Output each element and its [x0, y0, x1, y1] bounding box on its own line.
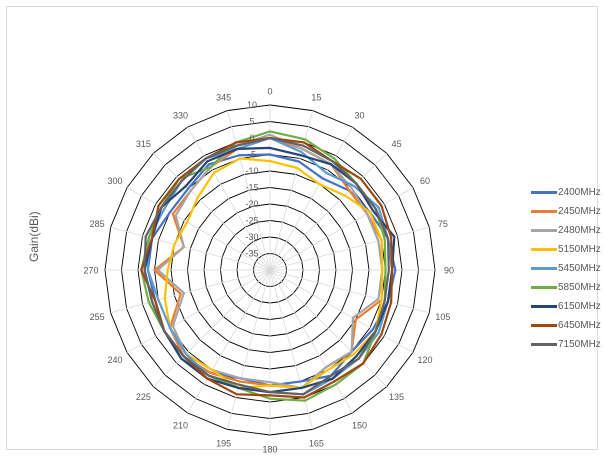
legend-swatch — [531, 248, 557, 251]
chart-frame — [6, 6, 598, 450]
radial-tick-label: -10 — [245, 166, 258, 176]
legend-swatch — [531, 305, 557, 308]
spoke-line — [269, 269, 353, 414]
legend-swatch — [531, 267, 557, 270]
radial-tick-label: -25 — [245, 216, 258, 226]
spoke-line — [126, 187, 271, 271]
legend-item: 5150MHz — [531, 240, 601, 259]
legend-label: 2480MHz — [558, 225, 601, 236]
legend-item: 2480MHz — [531, 221, 601, 240]
spoke-line — [269, 269, 387, 387]
legend-swatch — [531, 229, 557, 232]
series-line-5150MHz — [163, 157, 384, 390]
legend-item: 5850MHz — [531, 278, 601, 297]
angle-label: 120 — [418, 355, 433, 365]
legend-label: 6150MHz — [558, 301, 601, 312]
angle-label: 135 — [389, 392, 404, 402]
legend-label: 2450MHz — [558, 206, 601, 217]
spoke-line — [110, 226, 271, 271]
legend-label: 5150MHz — [558, 244, 601, 255]
legend-swatch — [531, 343, 557, 346]
spoke-line — [226, 269, 271, 430]
spoke-line — [269, 269, 430, 314]
legend-item: 2400MHz — [531, 183, 601, 202]
spoke-line — [153, 269, 271, 387]
spoke-line — [269, 226, 430, 271]
series-line-2480MHz — [156, 133, 384, 390]
legend-item: 6150MHz — [531, 297, 601, 316]
spoke-line — [269, 153, 387, 271]
legend-swatch — [531, 286, 557, 289]
angle-label: 255 — [90, 312, 105, 322]
spoke-line — [269, 269, 314, 430]
angle-label: 270 — [83, 266, 98, 276]
angle-label: 225 — [136, 392, 151, 402]
radial-tick-label: -30 — [245, 232, 258, 242]
legend-label: 7150MHz — [558, 339, 601, 350]
series-line-7150MHz — [143, 136, 390, 396]
angle-label: 105 — [435, 312, 450, 322]
spoke-line — [110, 269, 271, 314]
angle-label: 150 — [352, 421, 367, 431]
legend-item: 6450MHz — [531, 316, 601, 335]
radial-tick-label: 10 — [247, 100, 257, 110]
angle-label: 165 — [309, 438, 324, 448]
legend-label: 2400MHz — [558, 187, 601, 198]
angle-label: 330 — [173, 110, 188, 120]
angle-label: 45 — [392, 139, 402, 149]
angle-label: 315 — [136, 139, 151, 149]
legend-item: 5450MHz — [531, 259, 601, 278]
spoke-line — [269, 110, 314, 271]
spoke-line — [269, 187, 414, 271]
spoke-line — [126, 269, 271, 353]
spoke-line — [226, 110, 271, 271]
legend: 2400MHz 2450MHz 2480MHz 5150MHz 5450MHz 5850M… — [531, 183, 601, 354]
legend-label: 5850MHz — [558, 282, 601, 293]
radial-tick-label: -35 — [245, 249, 258, 259]
legend-swatch — [531, 191, 557, 194]
angle-label: 345 — [216, 93, 231, 103]
spoke-line — [187, 269, 271, 414]
angle-label: 0 — [267, 87, 272, 97]
angle-label: 300 — [107, 176, 122, 186]
radial-tick-label: -5 — [248, 150, 256, 160]
angle-label: 180 — [262, 445, 277, 455]
angle-label: 15 — [311, 93, 321, 103]
radial-tick-label: 5 — [249, 117, 254, 127]
legend-label: 5450MHz — [558, 263, 601, 274]
legend-swatch — [531, 210, 557, 213]
angle-label: 285 — [90, 219, 105, 229]
radial-tick-label: -15 — [245, 183, 258, 193]
angle-label: 195 — [216, 438, 231, 448]
angle-label: 210 — [173, 421, 188, 431]
spoke-line — [269, 126, 353, 271]
legend-item: 7150MHz — [531, 335, 601, 354]
radar-spokes — [105, 105, 435, 435]
legend-label: 6450MHz — [558, 320, 601, 331]
radial-tick-labels: 10 5 0 -5 -10 -15 -20 -25 -30 -35 — [245, 100, 258, 259]
angle-label: 90 — [444, 266, 454, 276]
angle-label: 75 — [438, 219, 448, 229]
spoke-line — [153, 153, 271, 271]
legend-item: 2450MHz — [531, 202, 601, 221]
radial-tick-label: 0 — [249, 133, 254, 143]
angle-label: 30 — [354, 110, 364, 120]
legend-swatch — [531, 324, 557, 327]
series-line-6450MHz — [140, 136, 394, 399]
spoke-line — [187, 126, 271, 271]
radial-tick-label: -20 — [245, 199, 258, 209]
angle-label: 240 — [107, 355, 122, 365]
radar-series-layer — [140, 130, 397, 402]
angle-labels: 0153045607590105120135150165180195210225… — [83, 87, 454, 455]
angle-label: 60 — [420, 176, 430, 186]
spoke-line — [269, 269, 414, 353]
